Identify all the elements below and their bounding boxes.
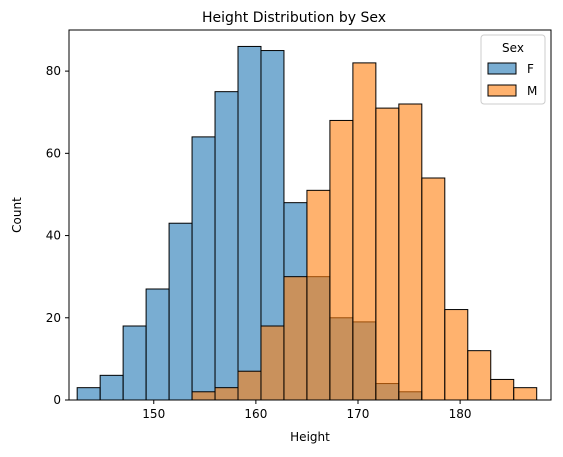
bar-m-15 (421, 177, 446, 401)
legend-swatch-f (487, 62, 517, 75)
x-tick-label: 150 (142, 407, 165, 421)
bar-m-17 (467, 350, 492, 401)
bar-f-2 (122, 325, 147, 401)
bar-f-7 (237, 45, 262, 401)
bar-m-8 (260, 325, 285, 401)
y-axis-label: Count (10, 197, 24, 233)
bar-m-13 (375, 107, 400, 401)
legend: Sex F M (480, 34, 546, 105)
bar-f-6 (214, 91, 239, 401)
bar-m-9 (283, 276, 308, 401)
x-tick-label: 160 (244, 407, 267, 421)
bar-m-5 (191, 391, 216, 401)
bar-m-16 (444, 309, 469, 401)
bar-m-10 (306, 189, 331, 401)
bar-f-0 (76, 387, 101, 401)
y-tick-label: 0 (53, 393, 61, 407)
bar-f-4 (168, 222, 193, 401)
chart-title: Height Distribution by Sex (202, 10, 386, 26)
legend-label-f: F (527, 62, 534, 76)
y-tick-label: 40 (46, 229, 61, 243)
y-axis: 0 20 40 60 80 (46, 64, 69, 407)
legend-swatch-m (487, 84, 517, 97)
legend-title: Sex (502, 41, 524, 55)
bar-m-12 (352, 62, 377, 401)
bar-m-18 (490, 378, 515, 401)
bar-f-3 (145, 288, 170, 401)
legend-label-m: M (527, 84, 537, 98)
x-tick-label: 170 (347, 407, 370, 421)
y-tick-label: 20 (46, 311, 61, 325)
y-tick-label: 60 (46, 146, 61, 160)
bar-m-19 (513, 387, 538, 401)
x-axis: 150 160 170 180 (142, 400, 472, 421)
bars-layer (76, 45, 538, 401)
bar-m-7 (237, 370, 262, 401)
bar-m-14 (398, 103, 423, 401)
bar-m-11 (329, 119, 354, 401)
bar-f-5 (191, 136, 216, 401)
bar-m-6 (214, 387, 239, 401)
bar-f-1 (99, 374, 124, 401)
y-tick-label: 80 (46, 64, 61, 78)
x-tick-label: 180 (449, 407, 472, 421)
x-axis-label: Height (290, 430, 330, 444)
plot-frame (68, 29, 552, 401)
